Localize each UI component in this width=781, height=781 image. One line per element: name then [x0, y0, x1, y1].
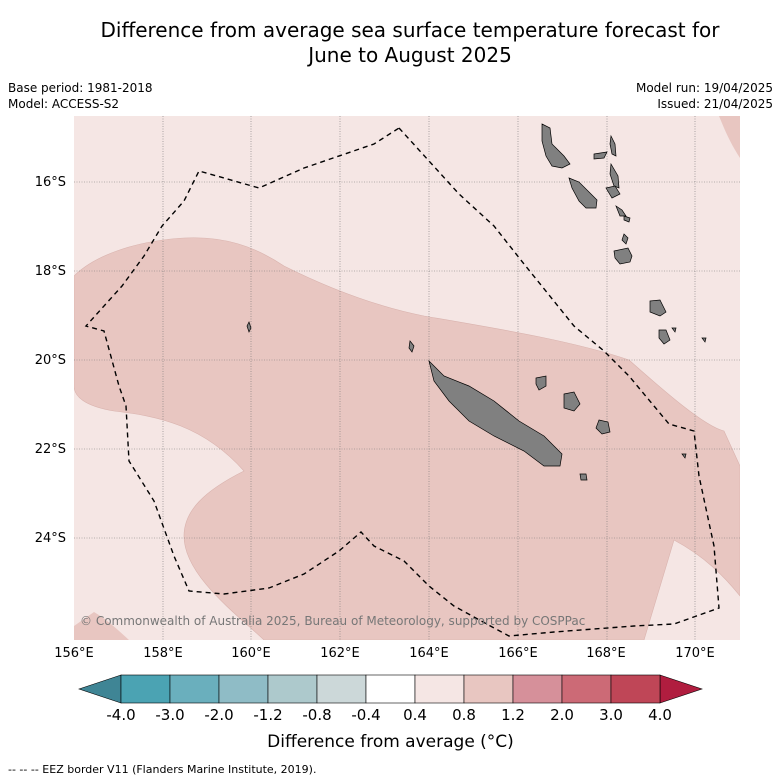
vanuatu-island-efate: [615, 205, 627, 217]
lat-label-24s: 24°S: [34, 531, 66, 546]
vanuatu-island-ambae: [593, 151, 608, 160]
belep-island: [408, 340, 415, 353]
colorbar-tick-label: 3.0: [599, 706, 623, 724]
vanuatu-island-ambrym: [605, 185, 621, 199]
colorbar-bin: [218, 674, 269, 704]
colorbar-bin: [316, 674, 367, 704]
issued-date: Issued: 21/04/2025: [657, 97, 773, 111]
matthew-island: [649, 299, 667, 317]
vanuatu-island-malekula: [568, 177, 598, 209]
lon-label-158e: 158°E: [143, 646, 183, 661]
colorbar-tick-label: 2.0: [550, 706, 574, 724]
colorbar-tick-label: -2.0: [204, 706, 234, 724]
colorbar: [78, 674, 703, 704]
colorbar-label: Difference from average (°C): [267, 732, 514, 752]
colorbar-tick-label: -1.2: [253, 706, 283, 724]
lon-label-166e: 166°E: [498, 646, 538, 661]
title-line-1: Difference from average sea surface temp…: [100, 18, 720, 42]
colorbar-bin: [561, 674, 612, 704]
colorbar-tick-label: -0.4: [351, 706, 381, 724]
loyalty-island-lifou: [563, 391, 581, 412]
colorbar-tick-label: 0.8: [452, 706, 476, 724]
colorbar-tick-label: -4.0: [106, 706, 136, 724]
loyalty-island-ouvea: [535, 375, 547, 391]
lat-label-20s: 20°S: [34, 353, 66, 368]
meta-right: Model run: 19/04/2025 Issued: 21/04/2025: [636, 80, 773, 112]
anomaly-region-top-right: [719, 116, 740, 158]
lat-label-16s: 16°S: [34, 175, 66, 190]
model-run: Model run: 19/04/2025: [635, 81, 773, 95]
colorbar-tick-label: 1.2: [501, 706, 525, 724]
colorbar-bin: [610, 674, 661, 704]
chesterfield-island: [246, 321, 252, 333]
lon-label-162e: 162°E: [320, 646, 360, 661]
anomaly-region-bottom-left: [74, 612, 129, 640]
small-islet-2: [671, 327, 677, 333]
colorbar-tick-label: 0.4: [403, 706, 427, 724]
colorbar-bin: [414, 674, 465, 704]
colorbar-low-extension: [78, 674, 122, 704]
colorbar-bin: [120, 674, 171, 704]
meta-left: Base period: 1981-2018 Model: ACCESS-S2: [8, 80, 153, 112]
colorbar-bin: [463, 674, 514, 704]
colorbar-tick-label: -0.8: [302, 706, 332, 724]
loyalty-island-mare: [595, 419, 611, 435]
eez-border: [84, 127, 720, 637]
vanuatu-island-erromango: [613, 247, 633, 265]
lon-label-160e: 160°E: [231, 646, 271, 661]
hunter-island: [658, 329, 671, 345]
colorbar-bin: [365, 674, 416, 704]
map-title: Difference from average sea surface temp…: [40, 18, 780, 68]
lon-label-164e: 164°E: [409, 646, 449, 661]
colorbar-bin: [169, 674, 220, 704]
lon-label-168e: 168°E: [586, 646, 626, 661]
new-caledonia-island: [428, 359, 563, 467]
lon-label-170e: 170°E: [675, 646, 715, 661]
base-period: Base period: 1981-2018: [8, 81, 153, 95]
anomaly-region-0.8-1.2: [74, 237, 740, 640]
copyright-notice: © Commonwealth of Australia 2025, Bureau…: [80, 614, 586, 628]
colorbar-bin: [512, 674, 563, 704]
vanuatu-island-maewo: [609, 134, 617, 157]
colorbar-bin: [267, 674, 318, 704]
lat-label-18s: 18°S: [34, 264, 66, 279]
colorbar-tick-label: 4.0: [648, 706, 672, 724]
graticule: [74, 116, 740, 640]
colorbar-tick-label: -3.0: [155, 706, 185, 724]
map-panel: [74, 116, 740, 640]
small-islet-1: [681, 453, 687, 459]
colorbar-high-extension: [659, 674, 703, 704]
land-masses: [246, 123, 707, 481]
lat-label-22s: 22°S: [34, 442, 66, 457]
title-line-2: June to August 2025: [308, 43, 512, 67]
small-islet-3: [701, 337, 707, 343]
vanuatu-island-shepherd: [623, 215, 631, 223]
eez-footnote: -- -- -- EEZ border V11 (Flanders Marine…: [8, 763, 317, 776]
vanuatu-island-tanna: [621, 233, 629, 245]
vanuatu-island-espiritu-santo: [541, 123, 571, 169]
isle-of-pines: [579, 473, 588, 481]
lon-label-156e: 156°E: [54, 646, 94, 661]
model-name: Model: ACCESS-S2: [8, 97, 120, 111]
vanuatu-island-pentecost: [609, 162, 620, 189]
